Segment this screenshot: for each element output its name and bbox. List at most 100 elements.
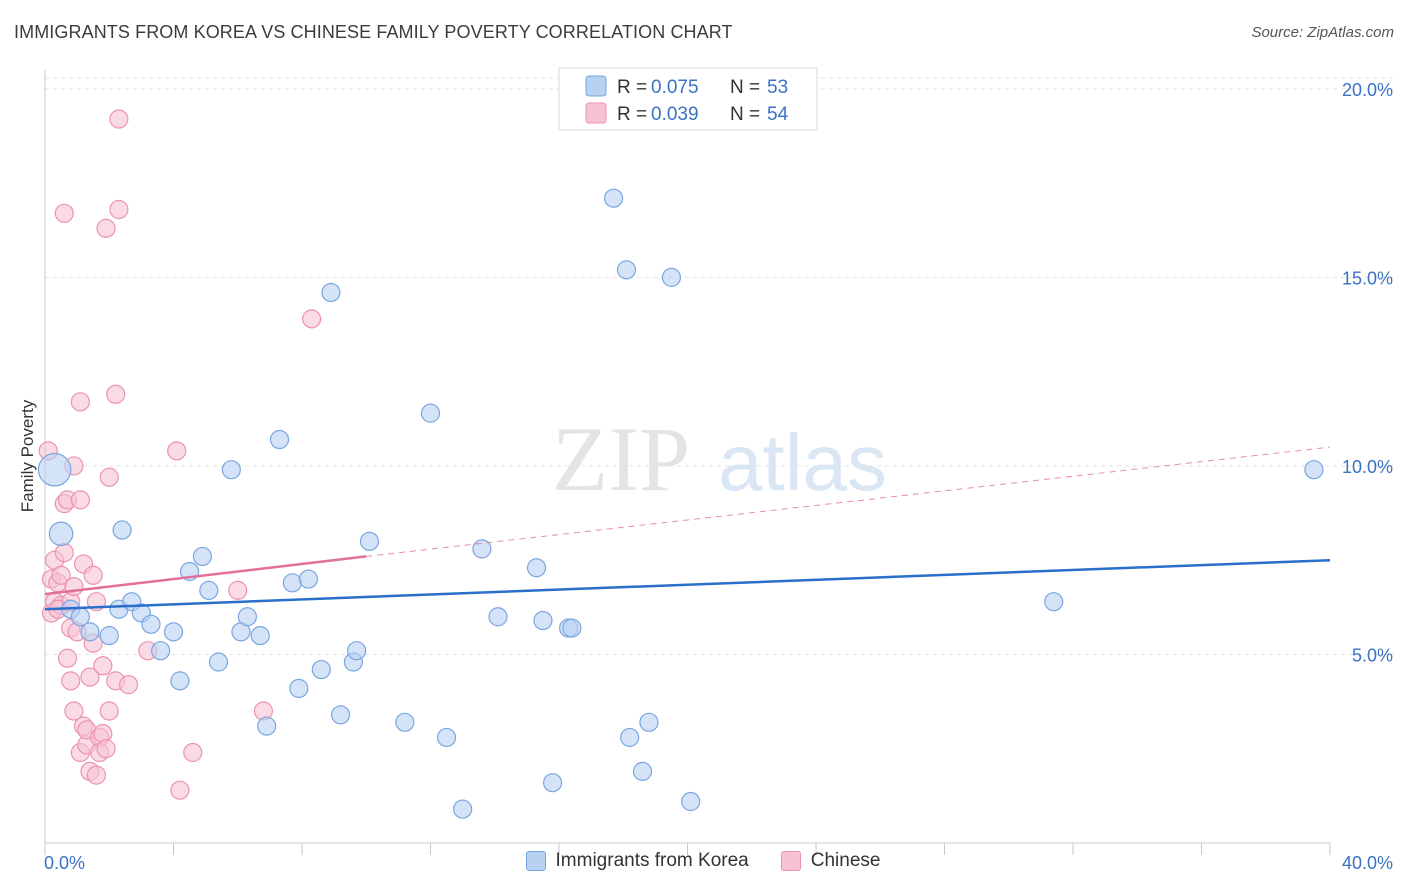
korea-point — [533, 610, 553, 631]
korea-point — [604, 188, 624, 208]
korea-point — [347, 641, 367, 661]
korea-point — [298, 569, 319, 589]
legend-box: R = 0.075 N = 53 R = 0.039 N = 54 — [558, 67, 818, 131]
legend-chinese-n-label: N = — [730, 104, 760, 125]
korea-point — [436, 727, 457, 748]
korea-point — [1044, 592, 1064, 612]
chart-title: IMMIGRANTS FROM KOREA VS CHINESE FAMILY … — [14, 22, 733, 42]
y-tick-label: 20.0% — [1342, 80, 1393, 100]
korea-point — [208, 652, 229, 672]
korea-point — [151, 641, 171, 661]
korea-point — [141, 614, 161, 634]
chinese-point — [99, 701, 119, 721]
chinese-point — [83, 565, 103, 585]
korea-point — [37, 452, 72, 487]
x-tick-label-max: 40.0% — [1342, 853, 1393, 873]
korea-point — [199, 580, 219, 600]
chinese-point — [54, 203, 74, 223]
chinese-point — [70, 490, 90, 510]
chinese-point — [80, 667, 100, 687]
korea-point — [257, 716, 277, 736]
korea-point — [221, 460, 241, 480]
korea-point — [616, 260, 637, 280]
chinese-point — [170, 780, 190, 800]
series-korea-points — [37, 188, 1324, 819]
x-tick-labels: 0.0% 40.0% — [44, 853, 1393, 873]
korea-point — [99, 626, 119, 646]
watermark-atlas: atlas — [718, 418, 887, 507]
legend-chinese-r-value: 0.039 — [651, 104, 699, 125]
y-tick-label: 15.0% — [1342, 268, 1393, 288]
chinese-point — [96, 218, 116, 238]
korea-point — [192, 546, 213, 567]
korea-point — [250, 626, 270, 646]
bottom-legend: Immigrants from Korea Chinese — [0, 850, 1406, 872]
chinese-point — [106, 384, 126, 404]
chinese-point — [64, 576, 84, 597]
chinese-point — [118, 675, 139, 695]
korea-point — [311, 659, 331, 680]
chinese-point — [167, 441, 187, 461]
korea-point — [237, 607, 257, 627]
korea-point — [562, 618, 582, 638]
korea-point — [661, 267, 682, 287]
korea-point — [395, 712, 415, 732]
korea-point — [639, 712, 659, 732]
series-chinese-points — [38, 109, 322, 800]
bottom-legend-korea[interactable]: Immigrants from Korea — [525, 850, 749, 872]
legend-swatch-korea — [585, 75, 607, 97]
legend-korea-r-value: 0.075 — [651, 77, 699, 98]
korea-point — [472, 539, 492, 559]
korea-point — [330, 705, 351, 725]
legend-chinese-r-label: R = — [617, 104, 647, 125]
legend-swatch-chinese — [585, 102, 607, 124]
chinese-point — [99, 467, 119, 487]
legend-chinese-n-value: 54 — [767, 104, 789, 125]
korea-legend-label: Immigrants from Korea — [555, 850, 749, 871]
korea-point — [80, 622, 100, 642]
korea-point — [170, 671, 190, 691]
korea-point — [282, 573, 302, 593]
korea-swatch — [525, 851, 546, 871]
chinese-point — [96, 739, 116, 759]
korea-point — [321, 282, 341, 303]
chinese-point — [228, 580, 248, 600]
x-tick-label-min: 0.0% — [44, 853, 85, 873]
korea-point — [681, 791, 701, 812]
chinese-point — [54, 543, 74, 563]
chinese-trend-extrapolated — [366, 446, 1331, 557]
y-tick-label: 10.0% — [1342, 457, 1393, 477]
korea-point — [620, 727, 640, 748]
source-label: Source: ZipAtlas.com — [1251, 24, 1394, 41]
korea-point — [289, 678, 309, 699]
legend-korea-n-label: N = — [730, 77, 760, 98]
korea-point — [48, 521, 74, 547]
chinese-point — [93, 656, 113, 676]
chinese-point — [183, 742, 203, 763]
korea-point — [269, 429, 290, 450]
korea-point — [112, 520, 132, 540]
trend-lines — [44, 446, 1331, 611]
legend-korea-n-value: 53 — [767, 77, 788, 98]
chinese-point — [61, 671, 81, 691]
korea-point — [453, 799, 473, 819]
y-tick-labels: 5.0% 10.0% 15.0% 20.0% — [1342, 80, 1393, 666]
bottom-legend-chinese[interactable]: Chinese — [780, 850, 881, 872]
legend-korea-r-label: R = — [617, 77, 647, 98]
gridlines — [45, 77, 1393, 655]
korea-trend-line — [44, 558, 1331, 611]
korea-point — [359, 531, 380, 551]
korea-point — [163, 622, 184, 642]
korea-point — [1304, 460, 1324, 480]
chinese-point — [302, 309, 322, 329]
chinese-swatch — [780, 851, 801, 871]
korea-point — [632, 761, 653, 781]
chinese-trend-line — [44, 555, 367, 596]
chinese-legend-label: Chinese — [810, 850, 881, 871]
chinese-point — [64, 701, 84, 721]
korea-point — [542, 773, 563, 793]
korea-point — [420, 403, 441, 423]
chinese-point — [109, 199, 129, 220]
chinese-point — [51, 565, 71, 585]
